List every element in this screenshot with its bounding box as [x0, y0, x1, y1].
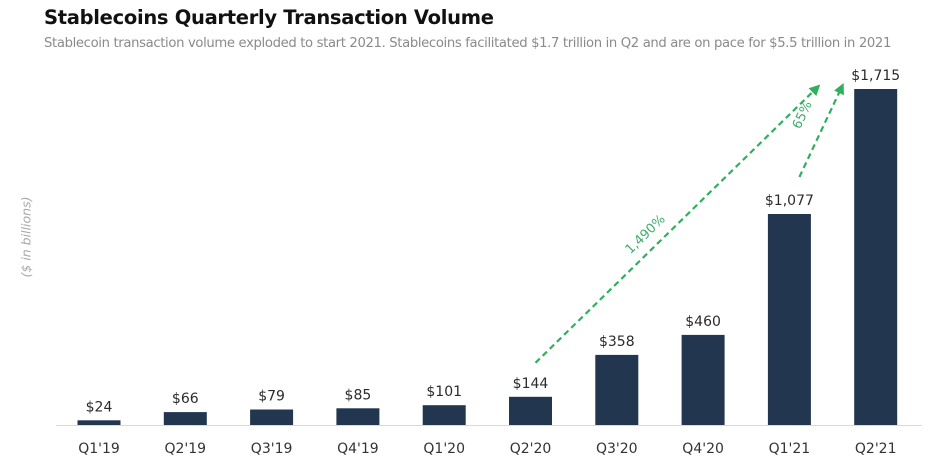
x-tick-label: Q4'19	[337, 441, 379, 457]
bar-value-label: $85	[345, 387, 372, 403]
x-tick-label: Q3'20	[596, 441, 638, 457]
chart-title: Stablecoins Quarterly Transaction Volume	[44, 6, 494, 29]
x-tick-label: Q1'19	[78, 441, 120, 457]
bar	[854, 89, 898, 425]
bar-value-label: $1,715	[851, 68, 900, 84]
bar	[250, 409, 294, 425]
bar-value-label: $358	[599, 334, 635, 350]
bar-value-label: $460	[685, 314, 721, 330]
bar-value-label: $101	[426, 384, 462, 400]
bar-value-label: $66	[172, 391, 199, 407]
chart-subtitle: Stablecoin transaction volume exploded t…	[44, 36, 892, 51]
x-tick-label: Q1'21	[769, 441, 811, 457]
bar	[767, 214, 811, 425]
bar	[595, 354, 639, 425]
growth-annotation-label: 1,490%	[623, 212, 669, 257]
bar	[77, 420, 121, 425]
x-tick-label: Q3'19	[251, 441, 293, 457]
bar	[422, 405, 466, 425]
bar	[509, 396, 552, 425]
x-tick-label: Q2'21	[855, 441, 897, 457]
x-tick-label: Q2'19	[165, 441, 207, 457]
x-tick-label: Q4'20	[682, 441, 724, 457]
x-tick-label: Q2'20	[510, 441, 552, 457]
bar-value-label: $24	[86, 399, 113, 415]
growth-annotation-label: 65%	[790, 99, 816, 132]
growth-arrow	[798, 83, 844, 178]
bar-value-label: $1,077	[765, 193, 814, 209]
bar	[163, 412, 207, 425]
bar-value-label: $144	[513, 376, 549, 392]
x-tick-label: Q1'20	[423, 441, 465, 457]
growth-arrow	[534, 84, 821, 364]
bar-value-label: $79	[258, 389, 285, 405]
bar	[681, 334, 725, 425]
bar	[336, 408, 380, 425]
